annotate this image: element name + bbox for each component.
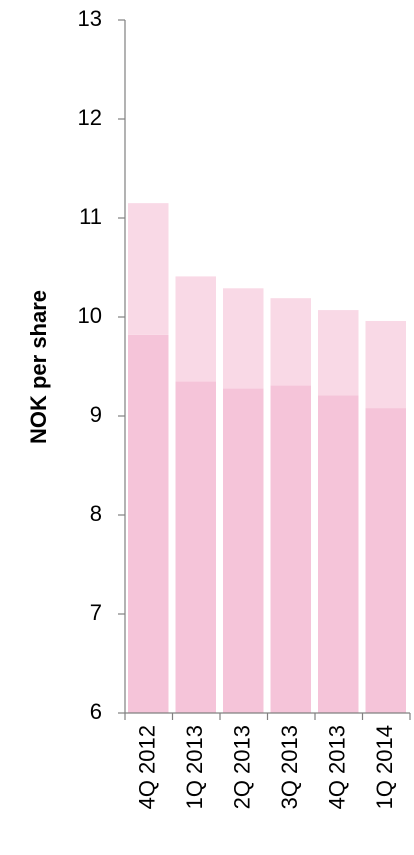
y-tick-label: 11 [79,204,102,229]
bar-segment [128,334,169,713]
bar-segment [365,408,406,713]
y-tick-label: 10 [78,303,102,328]
bar-segment [223,388,264,713]
y-tick-label: 12 [78,105,102,130]
bar-segment [318,310,359,396]
y-tick-label: 8 [90,501,102,526]
x-tick-label: 1Q 2014 [372,725,397,809]
y-tick-label: 9 [90,402,102,427]
x-tick-label: 4Q 2012 [135,725,160,809]
y-tick-label: 13 [78,6,102,31]
bar-segment [128,203,169,335]
x-tick-label: 4Q 2013 [325,725,350,809]
bar-segment [365,320,406,409]
x-tick-label: 3Q 2013 [277,725,302,809]
bar-segment [175,276,216,382]
bar-segment [175,381,216,713]
bar-segment [223,288,264,389]
y-tick-label: 7 [90,600,102,625]
bar-segment [270,298,311,386]
x-tick-label: 2Q 2013 [230,725,255,809]
bar-segment [318,395,359,713]
bar-segment [270,385,311,713]
y-axis-label: NOK per share [26,290,51,444]
x-tick-label: 1Q 2013 [182,725,207,809]
y-tick-label: 6 [90,699,102,724]
